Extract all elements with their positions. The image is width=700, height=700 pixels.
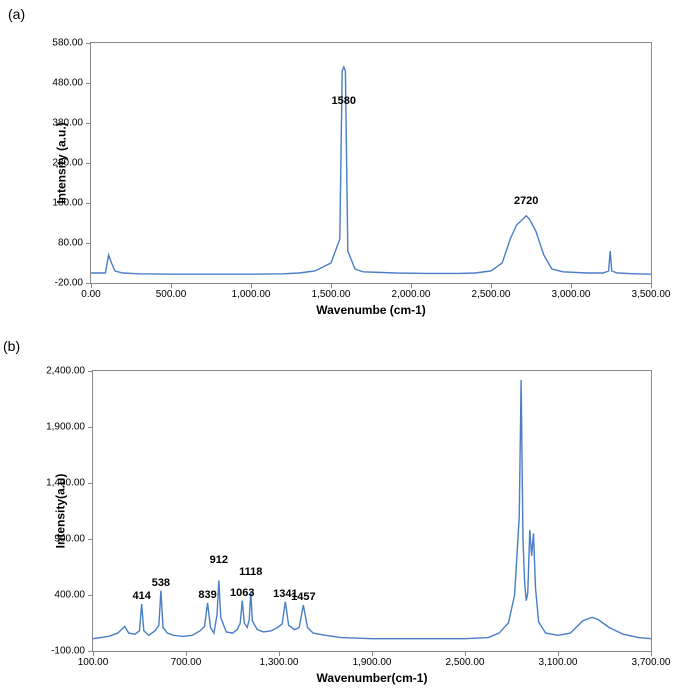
x-tick-label: 100.00 — [78, 657, 109, 668]
x-tick-label: 1,300.00 — [260, 657, 299, 668]
x-tick — [411, 283, 412, 288]
y-tick-label: 1,900.00 — [46, 422, 85, 433]
plot-svg — [91, 43, 651, 283]
x-tick-label: 3,500.00 — [632, 289, 671, 300]
spectrum-line — [91, 67, 651, 274]
y-tick-label: 80.00 — [58, 238, 83, 249]
chart-a: 0.00500.001,000.001,500.002,000.002,500.… — [90, 42, 652, 284]
y-tick-label: 480.00 — [52, 78, 83, 89]
peak-label: 839 — [198, 589, 216, 601]
x-tick — [186, 651, 187, 656]
y-tick-label: 400.00 — [54, 590, 85, 601]
y-tick-label: -20.00 — [55, 278, 83, 289]
x-axis-title: Wavenumbe (cm-1) — [316, 303, 426, 317]
panel-b-label: (b) — [3, 338, 20, 354]
peak-label: 538 — [152, 577, 170, 589]
x-tick-label: 0.00 — [81, 289, 100, 300]
peak-label: 1063 — [230, 587, 254, 599]
x-tick — [251, 283, 252, 288]
x-tick — [558, 651, 559, 656]
x-tick — [91, 283, 92, 288]
spectrum-line — [93, 380, 651, 639]
x-tick — [331, 283, 332, 288]
peak-label: 1457 — [291, 591, 315, 603]
page: { "panel_a": { "label": "(a)", "label_po… — [0, 0, 700, 700]
x-tick-label: 2,000.00 — [392, 289, 431, 300]
x-tick-label: 1,500.00 — [312, 289, 351, 300]
x-tick — [491, 283, 492, 288]
x-tick — [571, 283, 572, 288]
y-tick — [88, 651, 93, 652]
peak-label: 414 — [132, 590, 150, 602]
plot-svg — [93, 371, 651, 651]
x-tick-label: 3,000.00 — [552, 289, 591, 300]
x-tick-label: 3,100.00 — [539, 657, 578, 668]
y-tick-label: 2,400.00 — [46, 366, 85, 377]
y-axis-title: Intensity(a.u) — [53, 474, 67, 549]
y-tick-label: 580.00 — [52, 38, 83, 49]
x-tick — [279, 651, 280, 656]
x-tick-label: 2,500.00 — [446, 657, 485, 668]
peak-label: 912 — [210, 554, 228, 566]
x-tick-label: 500.00 — [156, 289, 187, 300]
x-tick — [372, 651, 373, 656]
x-tick-label: 1,000.00 — [232, 289, 271, 300]
peak-label: 1580 — [332, 95, 356, 107]
chart-b: 100.00700.001,300.001,900.002,500.003,10… — [92, 370, 652, 652]
peak-label: 1118 — [239, 566, 262, 578]
x-tick — [651, 651, 652, 656]
x-tick-label: 3,700.00 — [632, 657, 671, 668]
peak-label: 2720 — [514, 195, 538, 207]
y-tick — [86, 283, 91, 284]
x-tick — [465, 651, 466, 656]
x-tick — [651, 283, 652, 288]
x-tick-label: 2,500.00 — [472, 289, 511, 300]
x-tick-label: 1,900.00 — [353, 657, 392, 668]
x-tick-label: 700.00 — [171, 657, 202, 668]
x-axis-title: Wavenumber(cm-1) — [317, 671, 428, 685]
x-tick — [171, 283, 172, 288]
y-axis-title: Intensity (a.u.) — [55, 122, 69, 203]
panel-a-label: (a) — [8, 6, 25, 22]
x-tick — [93, 651, 94, 656]
y-tick-label: -100.00 — [51, 646, 85, 657]
